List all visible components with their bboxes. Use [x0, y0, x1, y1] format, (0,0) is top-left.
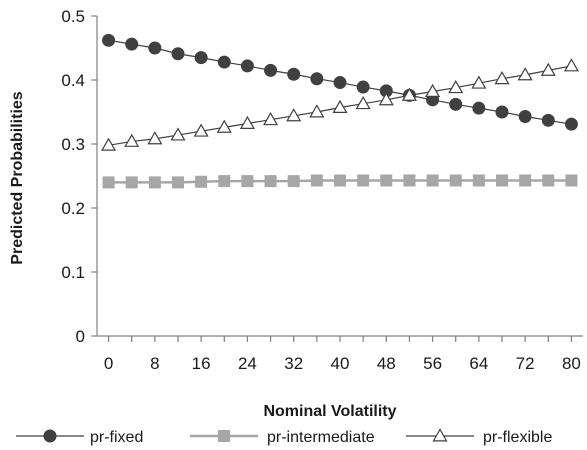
data-point: [519, 174, 532, 187]
data-point: [355, 95, 371, 110]
data-point: [194, 51, 208, 65]
data-point: [517, 67, 533, 81]
legend-item-pr-intermediate: pr-intermediate: [190, 429, 375, 446]
x-tick-label: 0: [104, 354, 113, 373]
data-point: [193, 123, 209, 137]
x-tick-label: 64: [469, 354, 488, 373]
data-point: [239, 115, 255, 129]
data-point: [333, 76, 347, 90]
data-point: [287, 67, 301, 81]
data-point: [448, 79, 464, 94]
data-point: [426, 174, 439, 187]
x-tick-label: 48: [377, 354, 396, 373]
y-tick-label: 0.3: [61, 135, 85, 154]
data-point: [310, 72, 324, 86]
y-tick-label: 0.5: [61, 7, 85, 26]
legend-item-pr-flexible: pr-flexible: [406, 428, 552, 446]
data-point: [357, 174, 370, 187]
data-point: [102, 33, 116, 47]
data-point: [494, 71, 510, 85]
data-point: [240, 59, 254, 73]
data-point: [565, 174, 578, 187]
series-layer: [101, 33, 579, 189]
legend-marker: [432, 428, 448, 442]
data-point: [495, 105, 509, 119]
y-tick-label: 0.2: [61, 199, 85, 218]
data-point: [401, 87, 417, 101]
x-tick-label: 56: [423, 354, 442, 373]
data-point: [309, 104, 325, 118]
data-point: [563, 58, 579, 72]
legend-label: pr-fixed: [90, 429, 143, 446]
data-point: [216, 119, 232, 133]
axes: 0 0.1 0.2 0.3 0.4 0.5 0 8 16 24 32 40 48 56 64 72 80: [61, 7, 583, 373]
data-point: [172, 176, 184, 189]
data-point: [356, 80, 370, 94]
x-tick-label: 24: [238, 354, 257, 373]
legend-marker: [218, 430, 230, 442]
data-point: [472, 174, 485, 187]
data-point: [471, 75, 487, 89]
data-point: [378, 92, 394, 106]
x-tick-label: 32: [284, 354, 303, 373]
legend-label: pr-intermediate: [267, 429, 375, 446]
data-point: [102, 176, 115, 189]
data-point: [101, 137, 117, 151]
data-point: [125, 176, 138, 189]
y-axis-title: Predicted Probabilities: [9, 91, 26, 264]
data-point: [264, 175, 277, 188]
data-point: [425, 83, 441, 97]
x-tick-label: 40: [331, 354, 350, 373]
data-point: [124, 133, 140, 147]
data-point: [403, 174, 416, 187]
x-axis-title: Nominal Volatility: [263, 403, 396, 420]
data-point: [332, 99, 348, 113]
data-point: [564, 117, 578, 131]
legend: pr-fixed pr-intermediate pr-flexible: [16, 428, 552, 446]
x-tick-label: 80: [562, 354, 581, 373]
legend-item-pr-fixed: pr-fixed: [16, 429, 143, 446]
data-point: [541, 113, 555, 127]
data-point: [472, 101, 486, 115]
data-point: [286, 108, 302, 122]
series-pr-intermediate: [102, 174, 578, 189]
data-point: [334, 174, 346, 187]
data-point: [542, 174, 555, 187]
data-point: [449, 97, 463, 111]
data-point: [147, 131, 163, 145]
data-point: [125, 37, 139, 51]
data-point: [287, 175, 300, 188]
y-tick-label: 0: [76, 327, 85, 346]
x-tick-label: 8: [150, 354, 159, 373]
data-point: [170, 127, 186, 141]
legend-label: pr-flexible: [483, 429, 552, 446]
data-point: [217, 55, 231, 69]
data-point: [148, 176, 161, 189]
data-point: [218, 175, 231, 188]
x-tick-label: 16: [192, 354, 211, 373]
data-point: [148, 41, 162, 55]
data-point: [449, 174, 462, 187]
data-point: [171, 47, 185, 61]
y-tick-label: 0.4: [61, 71, 85, 90]
data-point: [496, 174, 508, 187]
legend-marker: [43, 429, 57, 443]
data-point: [195, 175, 208, 188]
x-tick-label: 72: [516, 354, 535, 373]
data-point: [518, 109, 532, 123]
data-point: [380, 174, 393, 187]
data-point: [310, 174, 323, 187]
data-point: [241, 175, 254, 188]
y-tick-label: 0.1: [61, 263, 85, 282]
data-point: [540, 62, 556, 76]
series-pr-flexible: [101, 58, 579, 151]
data-point: [264, 63, 278, 77]
data-point: [263, 111, 279, 126]
